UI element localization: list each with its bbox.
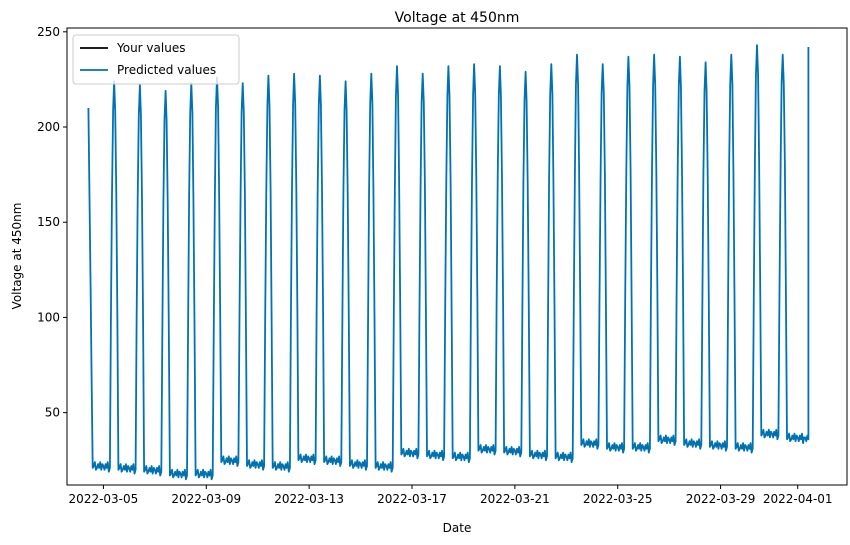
x-tick-label: 2022-03-13 — [274, 492, 344, 506]
plot-frame — [66, 27, 848, 486]
legend-box — [72, 34, 240, 85]
x-axis: 2022-03-05 2022-03-09 2022-03-13 2022-03-17… — [69, 485, 833, 506]
series-line-predicted-values — [87, 44, 810, 481]
x-tick-label: 2022-03-21 — [480, 492, 550, 506]
x-tick-label: 2022-03-05 — [69, 492, 139, 506]
legend-label-predicted-values: Predicted values — [117, 63, 216, 77]
legend-label-your-values: Your values — [116, 41, 185, 55]
y-tick-label: 200 — [37, 120, 60, 134]
plot-area — [87, 44, 810, 481]
y-tick-label: 250 — [37, 25, 60, 39]
x-tick-label: 2022-04-01 — [763, 492, 833, 506]
y-axis: 50 100 150 200 250 — [37, 25, 67, 420]
x-axis-label: Date — [443, 521, 472, 535]
y-tick-label: 150 — [37, 215, 60, 229]
legend: Your values Predicted values — [72, 34, 240, 85]
y-tick-label: 100 — [37, 310, 60, 324]
y-tick-label: 50 — [45, 406, 60, 420]
chart-title: Voltage at 450nm — [395, 10, 520, 26]
y-axis-label: Voltage at 450nm — [10, 203, 24, 310]
x-tick-label: 2022-03-29 — [686, 492, 756, 506]
x-tick-label: 2022-03-09 — [171, 492, 241, 506]
x-tick-label: 2022-03-25 — [583, 492, 653, 506]
x-tick-label: 2022-03-17 — [377, 492, 447, 506]
